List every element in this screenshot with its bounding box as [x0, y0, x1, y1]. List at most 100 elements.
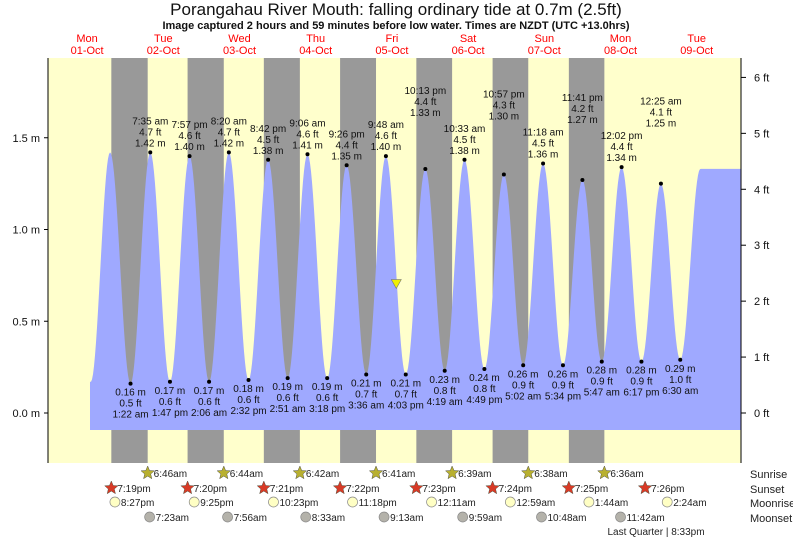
tide-label-text: 0.29 m	[665, 364, 696, 375]
tide-label-text: 1.41 m	[292, 140, 323, 151]
low-tide-label: 0.18 m0.6 ft2:32 pm	[230, 384, 266, 417]
tide-label-text: 2:32 pm	[230, 406, 266, 417]
moonset-icon	[457, 511, 469, 523]
sunset-time: 7:25pm	[575, 484, 608, 495]
high-tide-label: 9:26 pm4.4 ft1.35 m	[329, 129, 365, 162]
low-tide-point	[167, 379, 172, 384]
low-tide-label: 0.28 m0.9 ft5:47 am	[584, 366, 620, 399]
low-tide-label: 0.16 m0.5 ft1:22 am	[112, 388, 148, 421]
tide-label-text: 1.30 m	[489, 111, 520, 122]
low-tide-label: 0.21 m0.7 ft3:36 am	[348, 378, 384, 411]
sunset-star-icon	[332, 480, 348, 495]
tide-label-text: 4.2 ft	[571, 104, 593, 115]
tide-label-text: 0.6 ft	[159, 397, 181, 408]
low-tide-point	[207, 379, 212, 384]
moonset-icon	[378, 511, 390, 523]
tide-label-text: 0.7 ft	[355, 389, 377, 400]
tide-label-text: 12:02 pm	[601, 131, 643, 142]
tide-label-text: 9:26 pm	[329, 129, 365, 140]
chart-title: Porangahau River Mouth: falling ordinary…	[170, 0, 622, 19]
sunset-star-icon	[561, 480, 577, 495]
moonrise-icon	[347, 496, 358, 508]
right-tick-label: 0 ft	[754, 408, 769, 420]
low-tide-label: 0.17 m0.6 ft2:06 am	[191, 386, 227, 419]
sunrise-row-label: Sunrise	[750, 469, 787, 481]
high-tide-point	[383, 154, 388, 159]
tide-label-text: 0.9 ft	[591, 377, 613, 388]
tide-label-text: 4.6 ft	[375, 131, 397, 142]
day-name: Tue	[687, 33, 706, 45]
moonset-icon	[536, 511, 547, 523]
tide-label-text: 10:33 am	[444, 124, 486, 135]
day-name: Sun	[535, 33, 555, 45]
tide-label-text: 0.17 m	[155, 386, 186, 397]
moonset-time: 7:56am	[234, 513, 267, 524]
tide-label-text: 1.27 m	[567, 115, 598, 126]
tide-label-text: 9:48 am	[368, 120, 404, 131]
right-tick-label: 6 ft	[754, 72, 769, 84]
tide-label-text: 4.5 ft	[257, 135, 279, 146]
tide-label-text: 6:17 pm	[623, 388, 659, 399]
high-tide-label: 11:18 am4.5 ft1.36 m	[523, 127, 564, 160]
sunset-time: 7:19pm	[117, 484, 150, 495]
tide-label-text: 0.19 m	[312, 382, 343, 393]
low-tide-label: 0.26 m0.9 ft5:02 am	[505, 369, 541, 402]
tide-label-text: 0.26 m	[548, 369, 579, 380]
tide-label-text: 0.8 ft	[473, 384, 495, 395]
tide-label-text: 0.16 m	[115, 388, 146, 399]
day-name: Thu	[306, 33, 325, 45]
tide-label-text: 12:25 am	[640, 97, 682, 108]
low-tide-point	[678, 357, 683, 362]
low-tide-point	[285, 376, 290, 381]
day-date: 03-Oct	[223, 45, 256, 57]
tide-label-text: 8:20 am	[211, 116, 247, 127]
high-tide-point	[148, 150, 153, 155]
sunset-time: 7:24pm	[499, 484, 532, 495]
sunrise-star-icon	[520, 465, 536, 480]
day-date: 07-Oct	[528, 45, 561, 57]
tide-label-text: 0.6 ft	[198, 397, 220, 408]
day-name: Mon	[76, 33, 97, 45]
tide-label-text: 4.7 ft	[139, 127, 161, 138]
moonrise-time: 12:59am	[516, 498, 555, 509]
moon-phase: Last Quarter | 8:33pm	[607, 527, 704, 538]
current-tide-marker	[390, 279, 402, 290]
sunset-time: 7:26pm	[651, 484, 684, 495]
tide-curve	[90, 152, 741, 430]
high-tide-point	[187, 154, 192, 159]
tide-label-text: 0.6 ft	[237, 395, 259, 406]
tide-label-text: 4.5 ft	[453, 135, 475, 146]
low-tide-label: 0.17 m0.6 ft1:47 pm	[152, 386, 188, 419]
moonrise-icon	[661, 496, 673, 508]
tide-label-text: 2:06 am	[191, 408, 227, 419]
low-tide-label: 0.23 m0.8 ft4:19 am	[427, 375, 463, 408]
sunset-time: 7:20pm	[194, 484, 227, 495]
moonrise-time: 10:23pm	[279, 498, 318, 509]
high-tide-label: 7:35 am4.7 ft1.42 m	[132, 116, 168, 149]
moonset-icon	[615, 511, 626, 523]
tide-label-text: 11:18 am	[523, 127, 564, 138]
high-tide-point	[501, 172, 506, 177]
tide-label-text: 4:03 pm	[388, 400, 424, 411]
tide-label-text: 0.8 ft	[434, 386, 456, 397]
high-tide-point	[658, 181, 663, 186]
moonrise-time: 1:44am	[595, 498, 628, 509]
low-tide-label: 0.24 m0.8 ft4:49 pm	[466, 373, 502, 406]
high-tide-point	[580, 177, 585, 182]
moonrise-time: 9:25pm	[200, 498, 233, 509]
day-date: 04-Oct	[299, 45, 332, 57]
sunrise-time: 6:44am	[230, 469, 263, 480]
sunrise-time: 6:42am	[306, 469, 339, 480]
high-tide-point	[305, 152, 310, 157]
tide-label-text: 1.42 m	[135, 138, 166, 149]
tide-label-text: 0.24 m	[469, 373, 500, 384]
tide-label-text: 0.5 ft	[119, 399, 141, 410]
tide-label-text: 1:22 am	[112, 410, 148, 421]
sunset-star-icon	[256, 480, 272, 495]
low-tide-point	[442, 368, 447, 373]
sunrise-star-icon	[597, 465, 612, 480]
moonrise-time: 11:18pm	[359, 498, 397, 509]
tide-label-text: 4.5 ft	[532, 138, 554, 149]
high-tide-point	[619, 165, 624, 170]
low-tide-label: 0.28 m0.9 ft6:17 pm	[623, 366, 659, 399]
